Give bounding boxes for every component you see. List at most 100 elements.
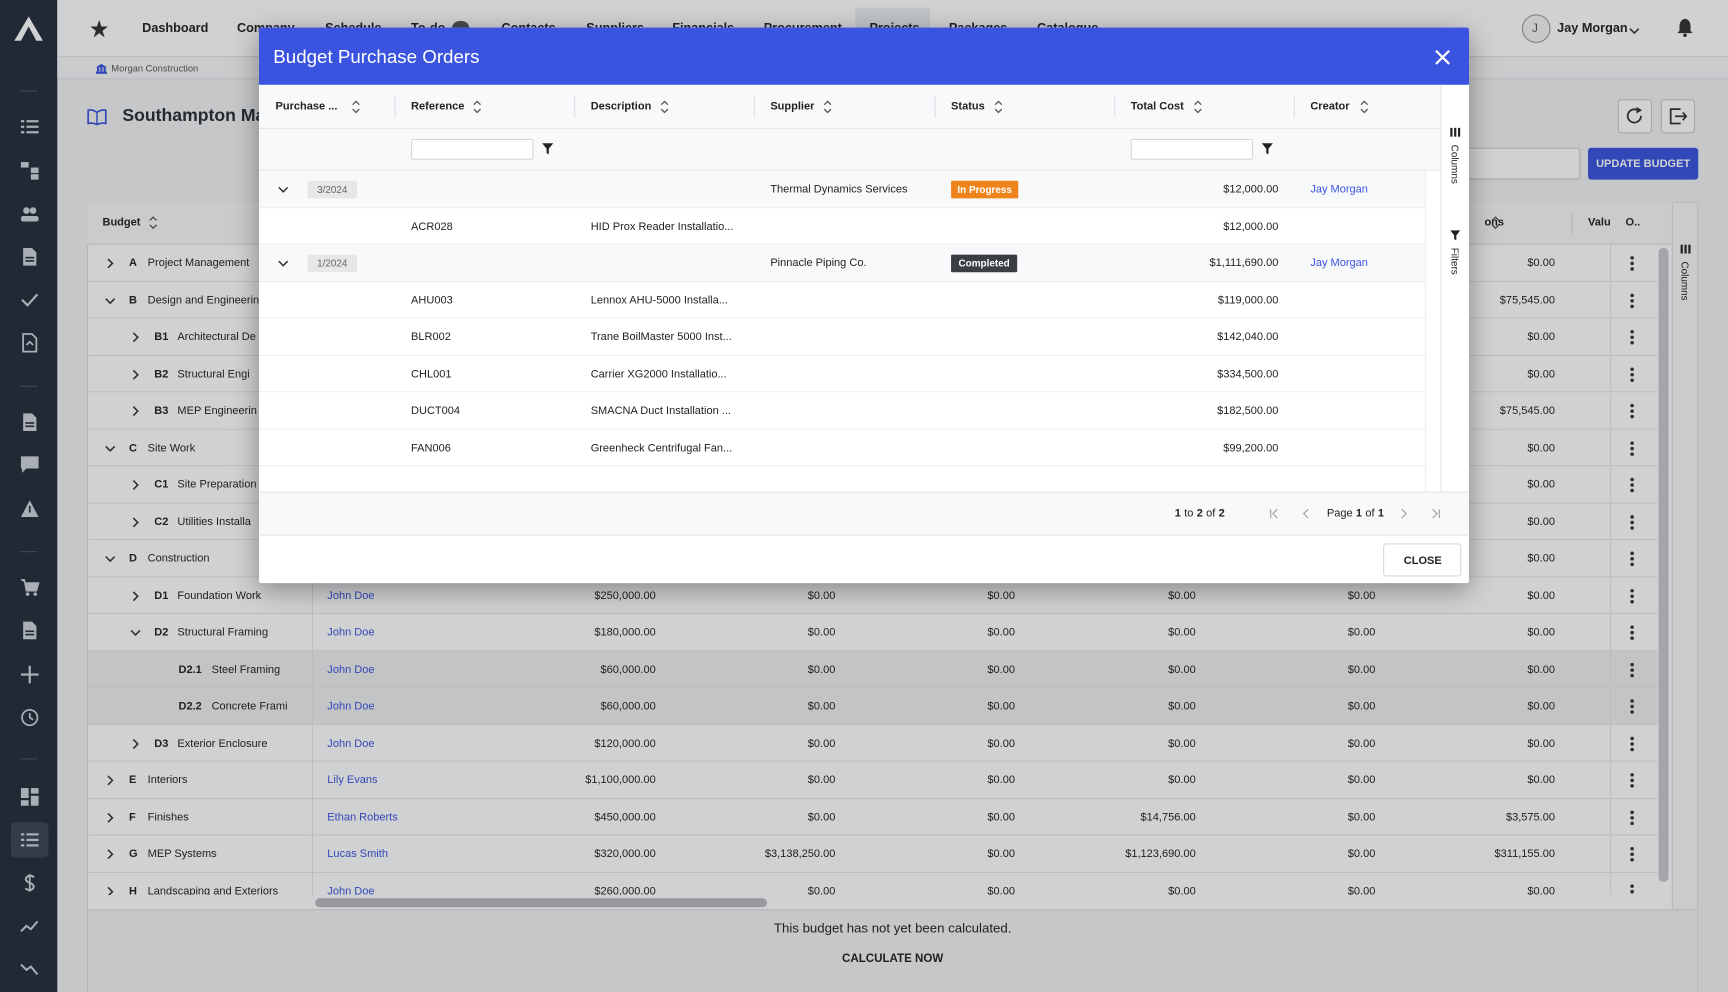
sidebar-icon[interactable] (20, 578, 40, 597)
calculate-now[interactable]: CALCULATE NOW (841, 952, 944, 966)
expand-toggle[interactable] (130, 369, 141, 380)
sidebar-icon[interactable] (21, 247, 39, 266)
columns-icon[interactable] (1680, 244, 1690, 254)
filter-button[interactable] (542, 143, 554, 155)
sidebar-icon[interactable] (21, 413, 39, 431)
owner-link[interactable]: Ethan Roberts (327, 811, 398, 824)
sidebar-icon[interactable] (20, 118, 39, 136)
filter-input[interactable] (411, 138, 534, 160)
owner-link[interactable]: John Doe (327, 885, 375, 898)
sidebar-icon[interactable] (20, 917, 39, 935)
column-header[interactable]: Budget (102, 216, 141, 229)
nav-tab[interactable]: Dashboard (142, 22, 209, 36)
owner-link[interactable]: Lucas Smith (327, 848, 388, 861)
update-budget-button[interactable]: UPDATE BUDGET (1588, 147, 1699, 180)
expand-toggle[interactable] (105, 849, 116, 860)
refresh-button[interactable] (1617, 99, 1652, 134)
grid-column-header[interactable]: Creator (1310, 100, 1350, 113)
grid-column-header[interactable]: Supplier (770, 100, 815, 113)
modal-close-icon[interactable] (1435, 49, 1450, 65)
column-header[interactable]: O.. (1625, 216, 1641, 229)
sort-icon[interactable] (148, 216, 159, 230)
row-actions[interactable] (1630, 256, 1634, 271)
row-actions[interactable] (1630, 293, 1634, 308)
row-actions[interactable] (1630, 403, 1634, 419)
sort-icon[interactable] (822, 100, 833, 114)
sort-icon[interactable] (350, 100, 361, 114)
sidebar-icon[interactable] (21, 291, 39, 309)
notifications-bell[interactable] (1677, 18, 1693, 38)
expand-toggle[interactable] (278, 184, 289, 195)
sort-icon[interactable] (472, 100, 483, 114)
sidebar-icon[interactable] (20, 162, 39, 180)
row-actions[interactable] (1630, 366, 1634, 382)
grid-column-header[interactable]: Description (590, 100, 652, 113)
pagination-button[interactable] (1269, 508, 1279, 519)
expand-toggle[interactable] (105, 812, 116, 823)
row-actions[interactable] (1630, 588, 1634, 604)
expand-toggle[interactable] (278, 258, 289, 269)
favorites-star[interactable] (90, 19, 108, 38)
owner-link[interactable]: John Doe (327, 737, 375, 750)
user-name[interactable]: Jay Morgan (1557, 22, 1628, 36)
sidebar-icon[interactable] (20, 456, 39, 474)
expand-toggle[interactable] (105, 553, 116, 564)
sort-icon[interactable] (1359, 100, 1370, 114)
grid-column-header[interactable]: Status (951, 100, 985, 113)
row-actions[interactable] (1630, 699, 1634, 714)
grid-column-header[interactable]: Total Cost (1130, 100, 1184, 113)
close-button[interactable]: CLOSE (1383, 543, 1462, 577)
columns-icon[interactable] (1449, 127, 1460, 137)
expand-toggle[interactable] (130, 332, 141, 343)
sidebar-icon[interactable] (21, 708, 39, 727)
sidebar-icon[interactable] (20, 831, 39, 849)
sort-icon[interactable] (1192, 100, 1203, 114)
filters-icon[interactable] (1449, 229, 1460, 240)
sidebar-icon[interactable] (20, 205, 39, 223)
row-actions[interactable] (1630, 736, 1634, 751)
search-input[interactable] (1465, 147, 1581, 180)
side-panel-tab[interactable]: Columns (1449, 144, 1461, 184)
filter-input[interactable] (1130, 138, 1254, 160)
owner-link[interactable]: John Doe (327, 589, 375, 602)
sidebar-icon[interactable] (21, 621, 39, 640)
row-actions[interactable] (1630, 440, 1634, 456)
expand-toggle[interactable] (130, 590, 141, 601)
sidebar-icon[interactable] (20, 788, 39, 806)
sidebar-icon[interactable] (20, 665, 39, 684)
sidebar-icon[interactable] (21, 874, 39, 892)
sidebar-icon[interactable] (21, 333, 39, 353)
expand-toggle[interactable] (105, 775, 116, 786)
pagination-button[interactable] (1302, 508, 1311, 519)
column-header[interactable]: Valu (1588, 216, 1611, 229)
owner-link[interactable]: John Doe (327, 626, 375, 639)
sort-icon[interactable] (1490, 216, 1501, 230)
breadcrumb[interactable]: Morgan Construction (111, 62, 199, 74)
column-header[interactable]: ons (1484, 216, 1505, 229)
row-actions[interactable] (1630, 846, 1634, 862)
side-panel-tab[interactable]: Filters (1449, 247, 1461, 275)
expand-toggle[interactable] (130, 406, 141, 417)
pagination-button[interactable] (1432, 508, 1441, 519)
user-menu-chevron[interactable] (1629, 25, 1640, 36)
pagination-button[interactable] (1400, 508, 1409, 519)
expand-toggle[interactable] (105, 886, 116, 897)
expand-toggle[interactable] (130, 479, 141, 490)
sort-icon[interactable] (993, 100, 1004, 114)
expand-toggle[interactable] (130, 516, 141, 527)
expand-toggle[interactable] (130, 627, 141, 638)
row-actions[interactable] (1630, 551, 1634, 567)
expand-toggle[interactable] (105, 443, 116, 454)
row-actions[interactable] (1630, 477, 1634, 493)
expand-toggle[interactable] (105, 258, 116, 269)
row-actions[interactable] (1630, 773, 1634, 788)
sidebar-icon[interactable] (20, 961, 39, 979)
owner-link[interactable]: Lily Evans (327, 774, 378, 787)
sort-icon[interactable] (659, 100, 670, 114)
logo[interactable] (14, 16, 43, 41)
row-actions[interactable] (1630, 330, 1634, 345)
expand-toggle[interactable] (130, 738, 141, 749)
grid-column-header[interactable]: Reference (411, 100, 465, 113)
filter-button[interactable] (1261, 143, 1273, 155)
creator-link[interactable]: Jay Morgan (1310, 183, 1368, 196)
